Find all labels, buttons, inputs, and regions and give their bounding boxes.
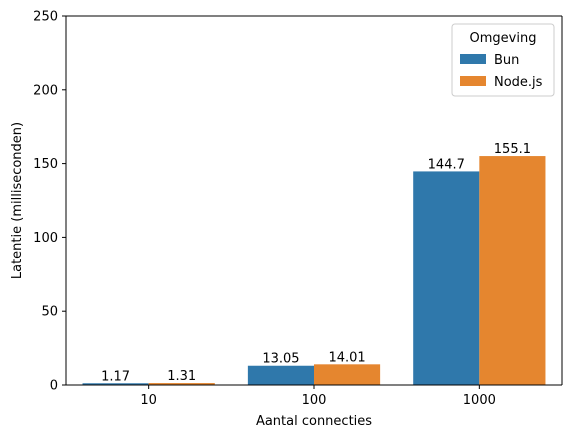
x-tick-label-100: 100 [302,393,327,408]
y-tick-label-50: 50 [41,305,58,320]
y-tick-label-0: 0 [50,379,58,394]
bar-node-js-10 [148,383,215,385]
bar-bun-100 [247,365,314,385]
data-labels-group: 1.17 1.31 13.05 14.01 144.7 155.1 [101,142,531,384]
legend-label-bun: Bun [494,53,519,68]
legend-title: Omgeving [470,31,537,46]
data-label-bun-10: 1.17 [101,369,130,384]
data-label-bun-1000: 144.7 [428,157,465,172]
y-axis-label: Latentie (milliseconden) [10,122,25,279]
legend-items: Bun Node.js [460,53,543,90]
bar-bun-1000 [413,171,480,385]
x-tick-label-10: 10 [140,393,157,408]
data-label-node-js-100: 14.01 [328,350,365,365]
legend-swatch-bun [460,54,486,64]
y-tick-label-200: 200 [33,83,58,98]
bar-node-js-100 [314,364,381,385]
legend: Omgeving Bun Node.js [451,23,555,97]
bar-node-js-1000 [479,156,546,385]
x-axis-label: Aantal connecties [256,414,372,429]
data-label-bun-100: 13.05 [262,352,299,367]
y-tick-label-250: 250 [33,10,58,25]
bars-group [82,156,546,385]
y-ticks-group: 0 50 100 150 200 250 [33,10,66,394]
data-label-node-js-1000: 155.1 [494,142,531,157]
x-ticks-group: 10 100 1000 [140,385,496,408]
x-tick-label-1000: 1000 [463,393,496,408]
y-tick-label-150: 150 [33,157,58,172]
bar-bun-10 [82,383,149,385]
legend-label-node-js: Node.js [494,75,543,90]
data-label-node-js-10: 1.31 [167,369,196,384]
legend-swatch-node-js [460,76,486,86]
y-tick-label-100: 100 [33,231,58,246]
